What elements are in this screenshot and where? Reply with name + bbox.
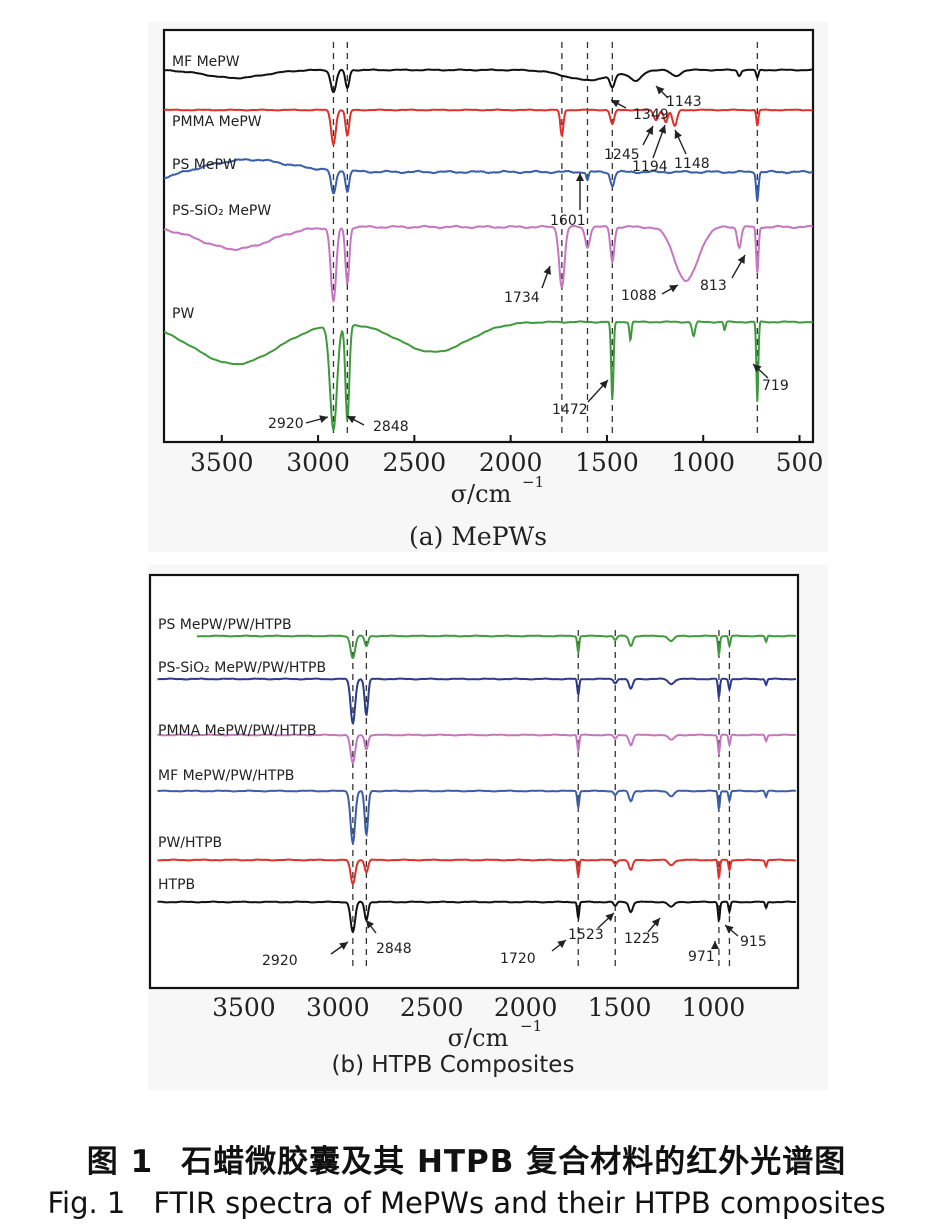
x-axis-title: σ/cm bbox=[448, 1024, 509, 1052]
spectrum-line-4 bbox=[157, 858, 797, 886]
figure-caption-english: Fig. 1 FTIR spectra of MePWs and their HT… bbox=[0, 1186, 933, 1220]
series-label-4: PW bbox=[172, 306, 194, 322]
peak-label-971: 971 bbox=[688, 949, 715, 965]
peak-label-915: 915 bbox=[740, 934, 767, 950]
spectrum-line-3 bbox=[163, 224, 813, 303]
series-label-0: MF MePW bbox=[172, 54, 240, 70]
figure-number-cn: 图 1 bbox=[86, 1144, 154, 1180]
peak-label-2920: 2920 bbox=[262, 953, 298, 969]
figure-number-en: Fig. 1 bbox=[47, 1186, 126, 1220]
series-label-1: PS-SiO₂ MePW/PW/HTPB bbox=[158, 660, 326, 676]
spectrum-line-3 bbox=[157, 789, 796, 845]
peak-arrow-2920-head bbox=[319, 415, 328, 423]
x-tick-label-2500: 2500 bbox=[383, 448, 447, 477]
x-tick-label-3500: 3500 bbox=[212, 993, 276, 1022]
x-axis-title: σ/cm bbox=[451, 480, 512, 508]
x-tick-label-1500: 1500 bbox=[588, 993, 652, 1022]
series-label-2: PMMA MePW/PW/HTPB bbox=[158, 723, 316, 739]
series-label-2: PS MePW bbox=[172, 157, 237, 173]
x-tick-label-2500: 2500 bbox=[400, 993, 464, 1022]
peak-arrow-2848-head bbox=[366, 920, 375, 929]
peak-label-1143: 1143 bbox=[666, 94, 702, 110]
peak-arrow-1225-head bbox=[651, 918, 660, 927]
series-label-3: MF MePW/PW/HTPB bbox=[158, 768, 294, 784]
peak-label-1349: 1349 bbox=[633, 107, 669, 123]
spectrum-line-2 bbox=[157, 733, 797, 765]
series-label-3: PS-SiO₂ MePW bbox=[172, 203, 271, 219]
plot-area-frame bbox=[148, 573, 800, 990]
peak-arrow-719-head bbox=[753, 364, 762, 373]
peak-arrow-1148-head bbox=[674, 130, 682, 139]
x-tick-label-3000: 3000 bbox=[306, 993, 370, 1022]
peak-arrow-1720-head bbox=[557, 940, 566, 949]
x-axis-title-superscript: −1 bbox=[522, 473, 544, 491]
peak-label-1472: 1472 bbox=[552, 402, 588, 418]
peak-arrow-971-head bbox=[711, 941, 719, 949]
x-tick-label-2000: 2000 bbox=[479, 448, 543, 477]
peak-label-2848: 2848 bbox=[373, 419, 409, 435]
x-tick-label-1000: 1000 bbox=[671, 448, 735, 477]
spectrum-line-0 bbox=[163, 68, 813, 94]
peak-label-1734: 1734 bbox=[504, 290, 540, 306]
spectrum-line-2 bbox=[163, 158, 813, 202]
peak-arrow-1601-head bbox=[576, 173, 584, 181]
x-tick-label-3000: 3000 bbox=[286, 448, 350, 477]
x-tick-label-2000: 2000 bbox=[494, 993, 558, 1022]
plot-area-frame bbox=[162, 28, 815, 444]
peak-label-2848: 2848 bbox=[376, 941, 412, 957]
peak-label-1148: 1148 bbox=[674, 156, 710, 172]
chart-panel-a: MF MePW PMMA MePW PS MePW PS-SiO₂ MePW PW 134… bbox=[148, 22, 828, 552]
peak-arrow-2920-head bbox=[339, 942, 348, 950]
peak-label-719: 719 bbox=[762, 378, 789, 394]
peak-label-1088: 1088 bbox=[621, 288, 657, 304]
peak-arrow-2848-head bbox=[347, 416, 356, 424]
x-axis-title-superscript: −1 bbox=[520, 1017, 542, 1035]
peak-arrow-813-head bbox=[737, 255, 745, 264]
peak-label-813: 813 bbox=[700, 278, 727, 294]
peak-arrow-1245-head bbox=[645, 126, 653, 135]
peak-arrow-1472-head bbox=[599, 380, 608, 389]
panel-label: (a) MePWs bbox=[409, 522, 547, 551]
series-label-1: PMMA MePW bbox=[172, 114, 262, 130]
peak-arrow-915-head bbox=[725, 925, 734, 934]
spectrum-line-5 bbox=[157, 900, 796, 934]
x-tick-label-1500: 1500 bbox=[575, 448, 639, 477]
panel-label: (b) HTPB Composites bbox=[332, 1052, 575, 1078]
figure-title-cn: 石蜡微胶囊及其 HTPB 复合材料的红外光谱图 bbox=[181, 1144, 847, 1180]
peak-label-1720: 1720 bbox=[500, 951, 536, 967]
peak-arrow-1194-head bbox=[658, 125, 667, 134]
series-label-0: PS MePW/PW/HTPB bbox=[158, 617, 292, 633]
x-tick-label-3500: 3500 bbox=[190, 448, 254, 477]
peak-label-1194: 1194 bbox=[632, 159, 668, 175]
figure-caption-chinese: 图 1 石蜡微胶囊及其 HTPB 复合材料的红外光谱图 bbox=[0, 1136, 933, 1181]
spectrum-line-1 bbox=[164, 108, 813, 146]
peak-arrow-1734-head bbox=[543, 266, 552, 275]
figure-title-en: FTIR spectra of MePWs and their HTPB com… bbox=[153, 1186, 886, 1220]
peak-arrow-1088-head bbox=[669, 285, 678, 293]
peak-label-1245: 1245 bbox=[604, 147, 640, 163]
peak-arrow-1523-head bbox=[605, 913, 614, 922]
peak-label-1225: 1225 bbox=[624, 931, 660, 947]
peak-label-1601: 1601 bbox=[550, 213, 586, 229]
spectrum-line-4 bbox=[163, 320, 814, 432]
peak-arrow-1349-head bbox=[611, 100, 620, 108]
spectrum-line-0 bbox=[196, 634, 797, 660]
x-tick-label-500: 500 bbox=[776, 448, 824, 477]
series-label-4: PW/HTPB bbox=[158, 835, 222, 851]
peak-arrow-1143-head bbox=[656, 86, 665, 95]
peak-label-2920: 2920 bbox=[268, 416, 304, 432]
spectrum-line-1 bbox=[157, 677, 796, 726]
chart-panel-b: PS MePW/PW/HTPB PS-SiO₂ MePW/PW/HTPB PMMA … bbox=[148, 565, 828, 1090]
series-label-5: HTPB bbox=[158, 877, 195, 893]
peak-label-1523: 1523 bbox=[568, 927, 604, 943]
x-tick-label-1000: 1000 bbox=[682, 993, 746, 1022]
